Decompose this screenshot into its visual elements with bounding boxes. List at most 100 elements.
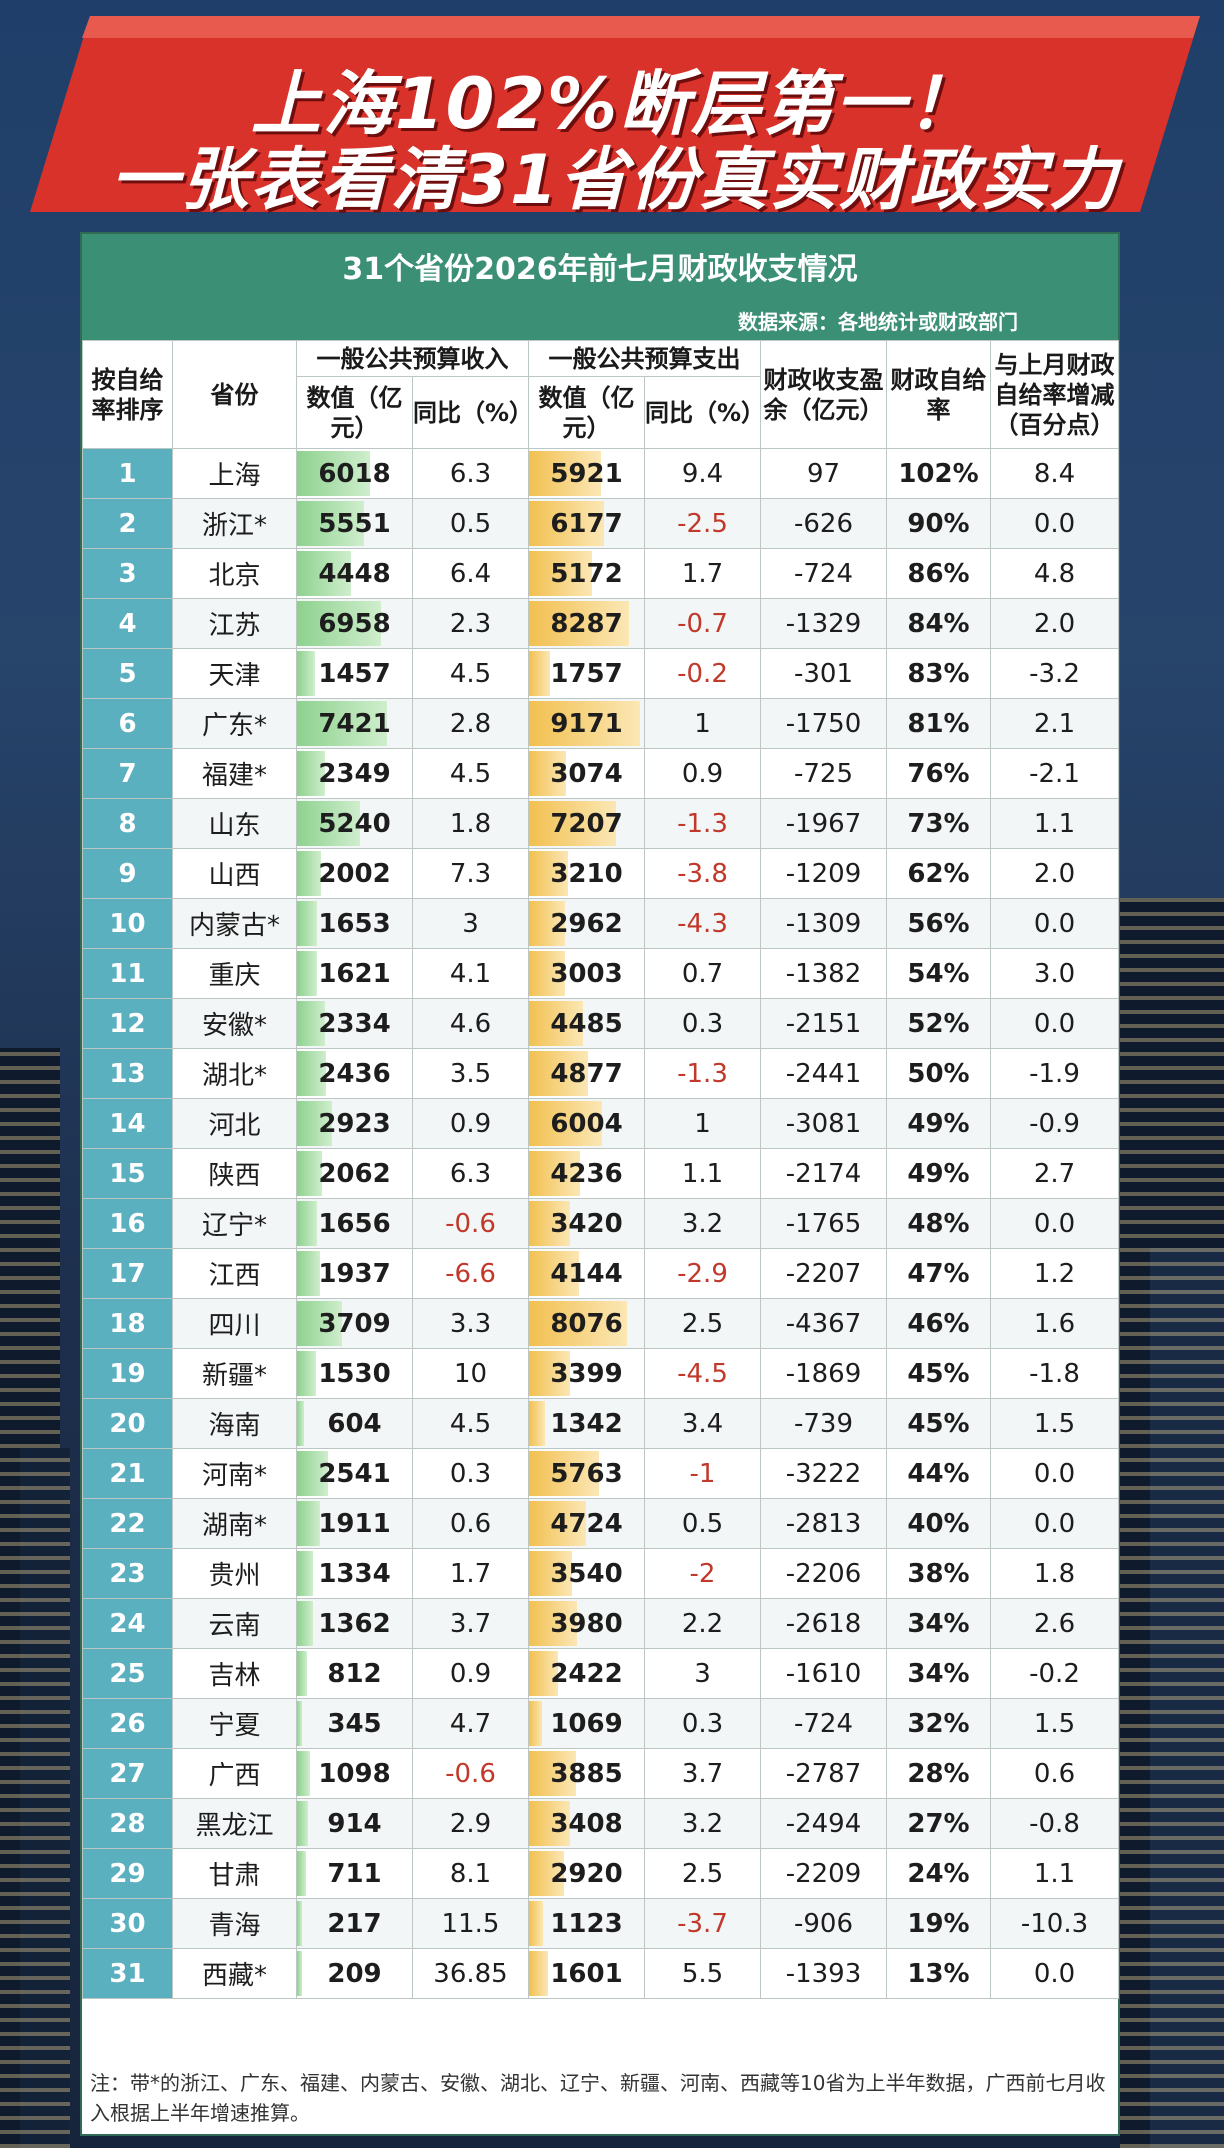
expend-yoy-cell: 1.1 [644, 1148, 761, 1199]
expend-yoy-cell: 3.7 [644, 1748, 761, 1799]
expend-value-cell-text: 7207 [550, 808, 623, 839]
income-value-cell: 217 [296, 1898, 413, 1949]
expend-yoy-cell: 0.3 [644, 1698, 761, 1749]
expend-value-cell-text: 5172 [550, 558, 623, 589]
expend-value-cell: 2422 [528, 1648, 645, 1699]
province-cell: 江西 [172, 1248, 297, 1299]
income-yoy-cell: 0.5 [412, 498, 529, 549]
change-cell: -0.2 [990, 1648, 1119, 1699]
expend-bar [529, 901, 565, 946]
income-value-cell: 1937 [296, 1248, 413, 1299]
expend-yoy-cell: 3 [644, 1648, 761, 1699]
rank-cell: 24 [82, 1598, 173, 1649]
expend-value-cell: 1069 [528, 1698, 645, 1749]
header-change: 与上月财政自给率增减（百分点） [990, 340, 1119, 449]
table-row: 19 新疆* 1530 10 3399 -4.5 -1869 45% -1.8 [82, 1348, 1119, 1399]
income-bar [297, 501, 365, 546]
income-value-cell-text: 711 [327, 1858, 382, 1889]
change-cell: 1.8 [990, 1548, 1119, 1599]
self-rate-cell: 83% [886, 648, 991, 699]
self-rate-cell: 19% [886, 1898, 991, 1949]
table-row: 6 广东* 7421 2.8 9171 1 -1750 81% 2.1 [82, 698, 1119, 749]
expend-value-cell: 4144 [528, 1248, 645, 1299]
expend-yoy-cell: -4.3 [644, 898, 761, 949]
balance-cell: -1329 [760, 598, 887, 649]
income-value-cell: 1362 [296, 1598, 413, 1649]
expend-value-cell-text: 3399 [550, 1358, 623, 1389]
province-cell: 广西 [172, 1748, 297, 1799]
expend-value-cell-text: 4236 [550, 1158, 623, 1189]
balance-cell: -739 [760, 1398, 887, 1449]
table-row: 12 安徽* 2334 4.6 4485 0.3 -2151 52% 0.0 [82, 998, 1119, 1049]
income-yoy-cell: 4.5 [412, 748, 529, 799]
expend-value-cell: 5763 [528, 1448, 645, 1499]
expend-value-cell: 3003 [528, 948, 645, 999]
province-cell: 贵州 [172, 1548, 297, 1599]
change-cell: 2.0 [990, 598, 1119, 649]
income-value-cell: 5240 [296, 798, 413, 849]
table-row: 2 浙江* 5551 0.5 6177 -2.5 -626 90% 0.0 [82, 498, 1119, 549]
expend-bar [529, 1801, 571, 1846]
balance-cell: 97 [760, 448, 887, 499]
expend-yoy-cell: 1 [644, 1098, 761, 1149]
expend-bar [529, 1951, 549, 1996]
expend-bar [529, 1351, 571, 1396]
rank-cell: 4 [82, 598, 173, 649]
income-value-cell: 1098 [296, 1748, 413, 1799]
income-yoy-cell: 11.5 [412, 1898, 529, 1949]
expend-value-cell-text: 2920 [550, 1858, 623, 1889]
self-rate-cell: 54% [886, 948, 991, 999]
income-bar [297, 751, 326, 796]
income-value-cell: 1653 [296, 898, 413, 949]
income-yoy-cell: 7.3 [412, 848, 529, 899]
change-cell: 3.0 [990, 948, 1119, 999]
expend-bar [529, 651, 551, 696]
header-income-value: 数值（亿元） [296, 376, 413, 449]
expend-bar [529, 701, 641, 746]
table-row: 26 宁夏 345 4.7 1069 0.3 -724 32% 1.5 [82, 1698, 1119, 1749]
expend-value-cell: 3540 [528, 1548, 645, 1599]
income-bar [297, 1501, 321, 1546]
province-cell: 江苏 [172, 598, 297, 649]
expend-bar [529, 1401, 546, 1446]
income-value-cell: 1457 [296, 648, 413, 699]
income-value-cell-text: 6018 [318, 458, 391, 489]
balance-cell: -2787 [760, 1748, 887, 1799]
balance-cell: -906 [760, 1898, 887, 1949]
self-rate-cell: 46% [886, 1298, 991, 1349]
expend-yoy-cell: 9.4 [644, 448, 761, 499]
change-cell: 4.8 [990, 548, 1119, 599]
expend-bar [529, 1001, 584, 1046]
table-row: 29 甘肃 711 8.1 2920 2.5 -2209 24% 1.1 [82, 1848, 1119, 1899]
income-bar [297, 1601, 314, 1646]
expend-value-cell-text: 3210 [550, 858, 623, 889]
income-value-cell-text: 1937 [318, 1258, 391, 1289]
self-rate-cell: 38% [886, 1548, 991, 1599]
rank-cell: 12 [82, 998, 173, 1049]
province-cell: 湖北* [172, 1048, 297, 1099]
income-yoy-cell: 0.6 [412, 1498, 529, 1549]
self-rate-cell: 32% [886, 1698, 991, 1749]
income-value-cell-text: 1530 [318, 1358, 391, 1389]
change-cell: -1.9 [990, 1048, 1119, 1099]
expend-yoy-cell: -3.8 [644, 848, 761, 899]
change-cell: 0.0 [990, 498, 1119, 549]
income-bar [297, 701, 387, 746]
income-value-cell: 2349 [296, 748, 413, 799]
income-value-cell-text: 209 [327, 1958, 382, 1989]
table-row: 28 黑龙江 914 2.9 3408 3.2 -2494 27% -0.8 [82, 1798, 1119, 1849]
income-yoy-cell: 4.5 [412, 1398, 529, 1449]
change-cell: 0.0 [990, 998, 1119, 1049]
expend-value-cell: 3408 [528, 1798, 645, 1849]
expend-bar [529, 1701, 542, 1746]
expend-yoy-cell: 0.3 [644, 998, 761, 1049]
province-cell: 浙江* [172, 498, 297, 549]
expend-value-cell-text: 4485 [550, 1008, 623, 1039]
expend-value-cell-text: 1342 [550, 1408, 623, 1439]
income-value-cell: 914 [296, 1798, 413, 1849]
income-bar [297, 1701, 302, 1746]
income-yoy-cell: 3 [412, 898, 529, 949]
expend-bar [529, 1651, 559, 1696]
income-value-cell-text: 5240 [318, 808, 391, 839]
income-value-cell: 604 [296, 1398, 413, 1449]
